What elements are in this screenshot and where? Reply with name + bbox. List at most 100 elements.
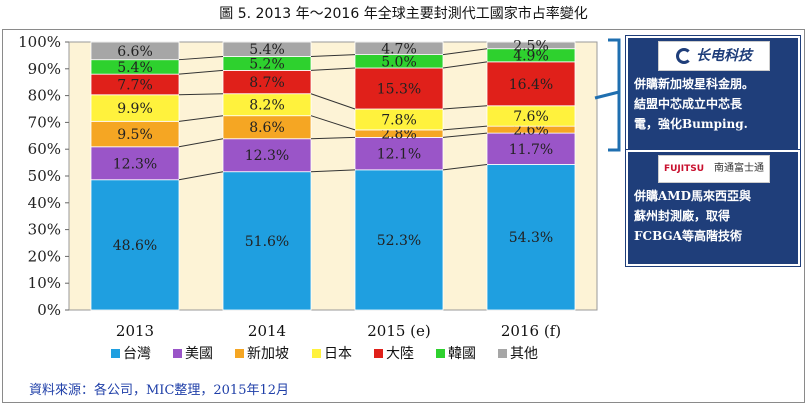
y-tick-label: 100% <box>18 33 61 51</box>
legend-swatch <box>498 349 507 358</box>
series-connector <box>442 61 488 69</box>
series-connector <box>442 105 488 110</box>
x-tick-label: 2014 <box>248 322 286 340</box>
data-label: 8.7% <box>249 75 285 91</box>
y-tick-label: 60% <box>28 140 61 158</box>
series-connector <box>310 93 356 110</box>
callout-line: 結盟中芯成立中芯長 <box>634 97 743 111</box>
legend-label: 大陸 <box>386 346 414 362</box>
series-connector <box>178 171 224 181</box>
y-tick-label: 50% <box>28 167 61 185</box>
data-label: 16.4% <box>509 77 553 93</box>
jcet-logo-text: 长电科技 <box>696 48 752 64</box>
series-connector <box>442 48 488 56</box>
y-tick-label: 20% <box>28 247 61 265</box>
callout-line: 電，強化Bumping. <box>634 117 748 131</box>
bar-segment <box>222 171 312 311</box>
legend-swatch <box>235 349 244 358</box>
bar-segment <box>354 41 444 55</box>
callout-line: 併購新加坡星科金朋。 <box>634 77 755 91</box>
data-label: 12.3% <box>245 148 289 164</box>
data-label: 5.4% <box>117 60 153 76</box>
legend-label: 韓國 <box>448 346 476 362</box>
page-title: 圖 5. 2013 年～2016 年全球主要封測代工國家市占率變化 <box>219 6 588 22</box>
series-connector <box>178 69 224 75</box>
data-label: 2.8% <box>381 127 417 143</box>
bar-segment <box>222 41 312 57</box>
callout-bracket <box>594 38 621 152</box>
data-label: 2.5% <box>513 38 549 54</box>
data-label: 52.3% <box>377 233 421 249</box>
bar-segment <box>486 164 576 311</box>
data-label: 48.6% <box>113 238 157 254</box>
fujitsu-logo: FUJITSU 南通富士通 <box>658 155 770 183</box>
data-label: 12.3% <box>113 156 157 172</box>
bar-segment <box>90 146 180 181</box>
legend-label: 台灣 <box>123 346 151 362</box>
data-label: 2.6% <box>513 123 549 139</box>
jcet-logo-icon <box>676 48 692 64</box>
series-connector <box>442 163 488 171</box>
y-tick-label: 10% <box>28 274 61 292</box>
callout-line: FCBGA等高階技術 <box>634 229 742 243</box>
legend-swatch <box>374 349 383 358</box>
y-tick-label: 40% <box>28 194 61 212</box>
data-label: 7.8% <box>381 112 417 128</box>
legend-swatch <box>312 349 321 358</box>
x-tick-label: 2013 <box>116 322 154 340</box>
callout-line: 蘇州封測廠，取得 <box>634 209 731 223</box>
y-tick-label: 30% <box>28 221 61 239</box>
data-label: 54.3% <box>509 230 553 246</box>
series-connector <box>178 93 224 96</box>
fujitsu-callout: FUJITSU 南通富士通 併購AMD馬來西亞與 蘇州封測廠，取得 FCBGA等… <box>626 150 800 266</box>
y-tick-label: 80% <box>28 87 61 105</box>
data-label: 12.1% <box>377 147 421 163</box>
legend-label: 其他 <box>510 346 538 362</box>
stacked-bar-chart: 0% 10% 20% 30% 40% 50% 60% 70% 80% 90% 100% 48.6% 12… <box>18 33 621 362</box>
series-connector <box>310 136 356 140</box>
bar-segment <box>90 94 180 122</box>
data-label: 8.6% <box>249 120 285 136</box>
series-connector <box>178 55 224 61</box>
legend-label: 日本 <box>324 346 352 362</box>
x-tick-label: 2016 (f) <box>501 322 561 340</box>
data-label: 15.3% <box>377 81 421 97</box>
bar-segment <box>354 137 444 171</box>
series-connector <box>178 138 224 148</box>
source-note: 資料來源：各公司，MIC整理，2015年12月 <box>29 383 290 398</box>
y-tick-label: 90% <box>28 60 61 78</box>
data-label: 7.7% <box>117 77 153 93</box>
bar-segment <box>486 41 576 50</box>
callout-line: 併購AMD馬來西亞與 <box>634 189 752 203</box>
data-label: 4.7% <box>381 41 417 57</box>
data-label: 9.9% <box>117 101 153 117</box>
data-label: 11.7% <box>509 142 553 158</box>
legend-swatch <box>111 349 120 358</box>
data-label: 5.4% <box>249 42 285 58</box>
data-label: 4.9% <box>513 48 549 64</box>
fujitsu-callout-text: 併購AMD馬來西亞與 蘇州封測廠，取得 FCBGA等高階技術 <box>634 186 796 246</box>
y-tick-label: 0% <box>37 301 61 319</box>
fujitsu-logo-text: FUJITSU <box>663 164 705 174</box>
legend-swatch <box>173 349 182 358</box>
y-tick-label: 70% <box>28 113 61 131</box>
series-connector <box>310 54 356 57</box>
x-tick-label: 2015 (e) <box>367 322 431 340</box>
data-label: 9.5% <box>117 127 153 143</box>
series-connector <box>310 115 356 131</box>
bar-segment <box>90 179 180 311</box>
bar-segment <box>90 120 180 148</box>
series-connector <box>310 67 356 71</box>
data-label: 5.2% <box>249 56 285 72</box>
data-label: 7.6% <box>513 109 549 125</box>
bar-segment <box>90 41 180 61</box>
data-label: 6.6% <box>117 44 153 60</box>
data-label: 51.6% <box>245 234 289 250</box>
legend-label: 新加坡 <box>247 346 289 362</box>
legend-label: 美國 <box>185 346 213 362</box>
jcet-callout-text: 併購新加坡星科金朋。 結盟中芯成立中芯長 電，強化Bumping. <box>634 74 796 134</box>
legend-swatch <box>436 349 445 358</box>
series-connector <box>310 169 356 173</box>
jcet-logo: 长电科技 <box>658 41 770 71</box>
data-label: 8.2% <box>249 98 285 114</box>
